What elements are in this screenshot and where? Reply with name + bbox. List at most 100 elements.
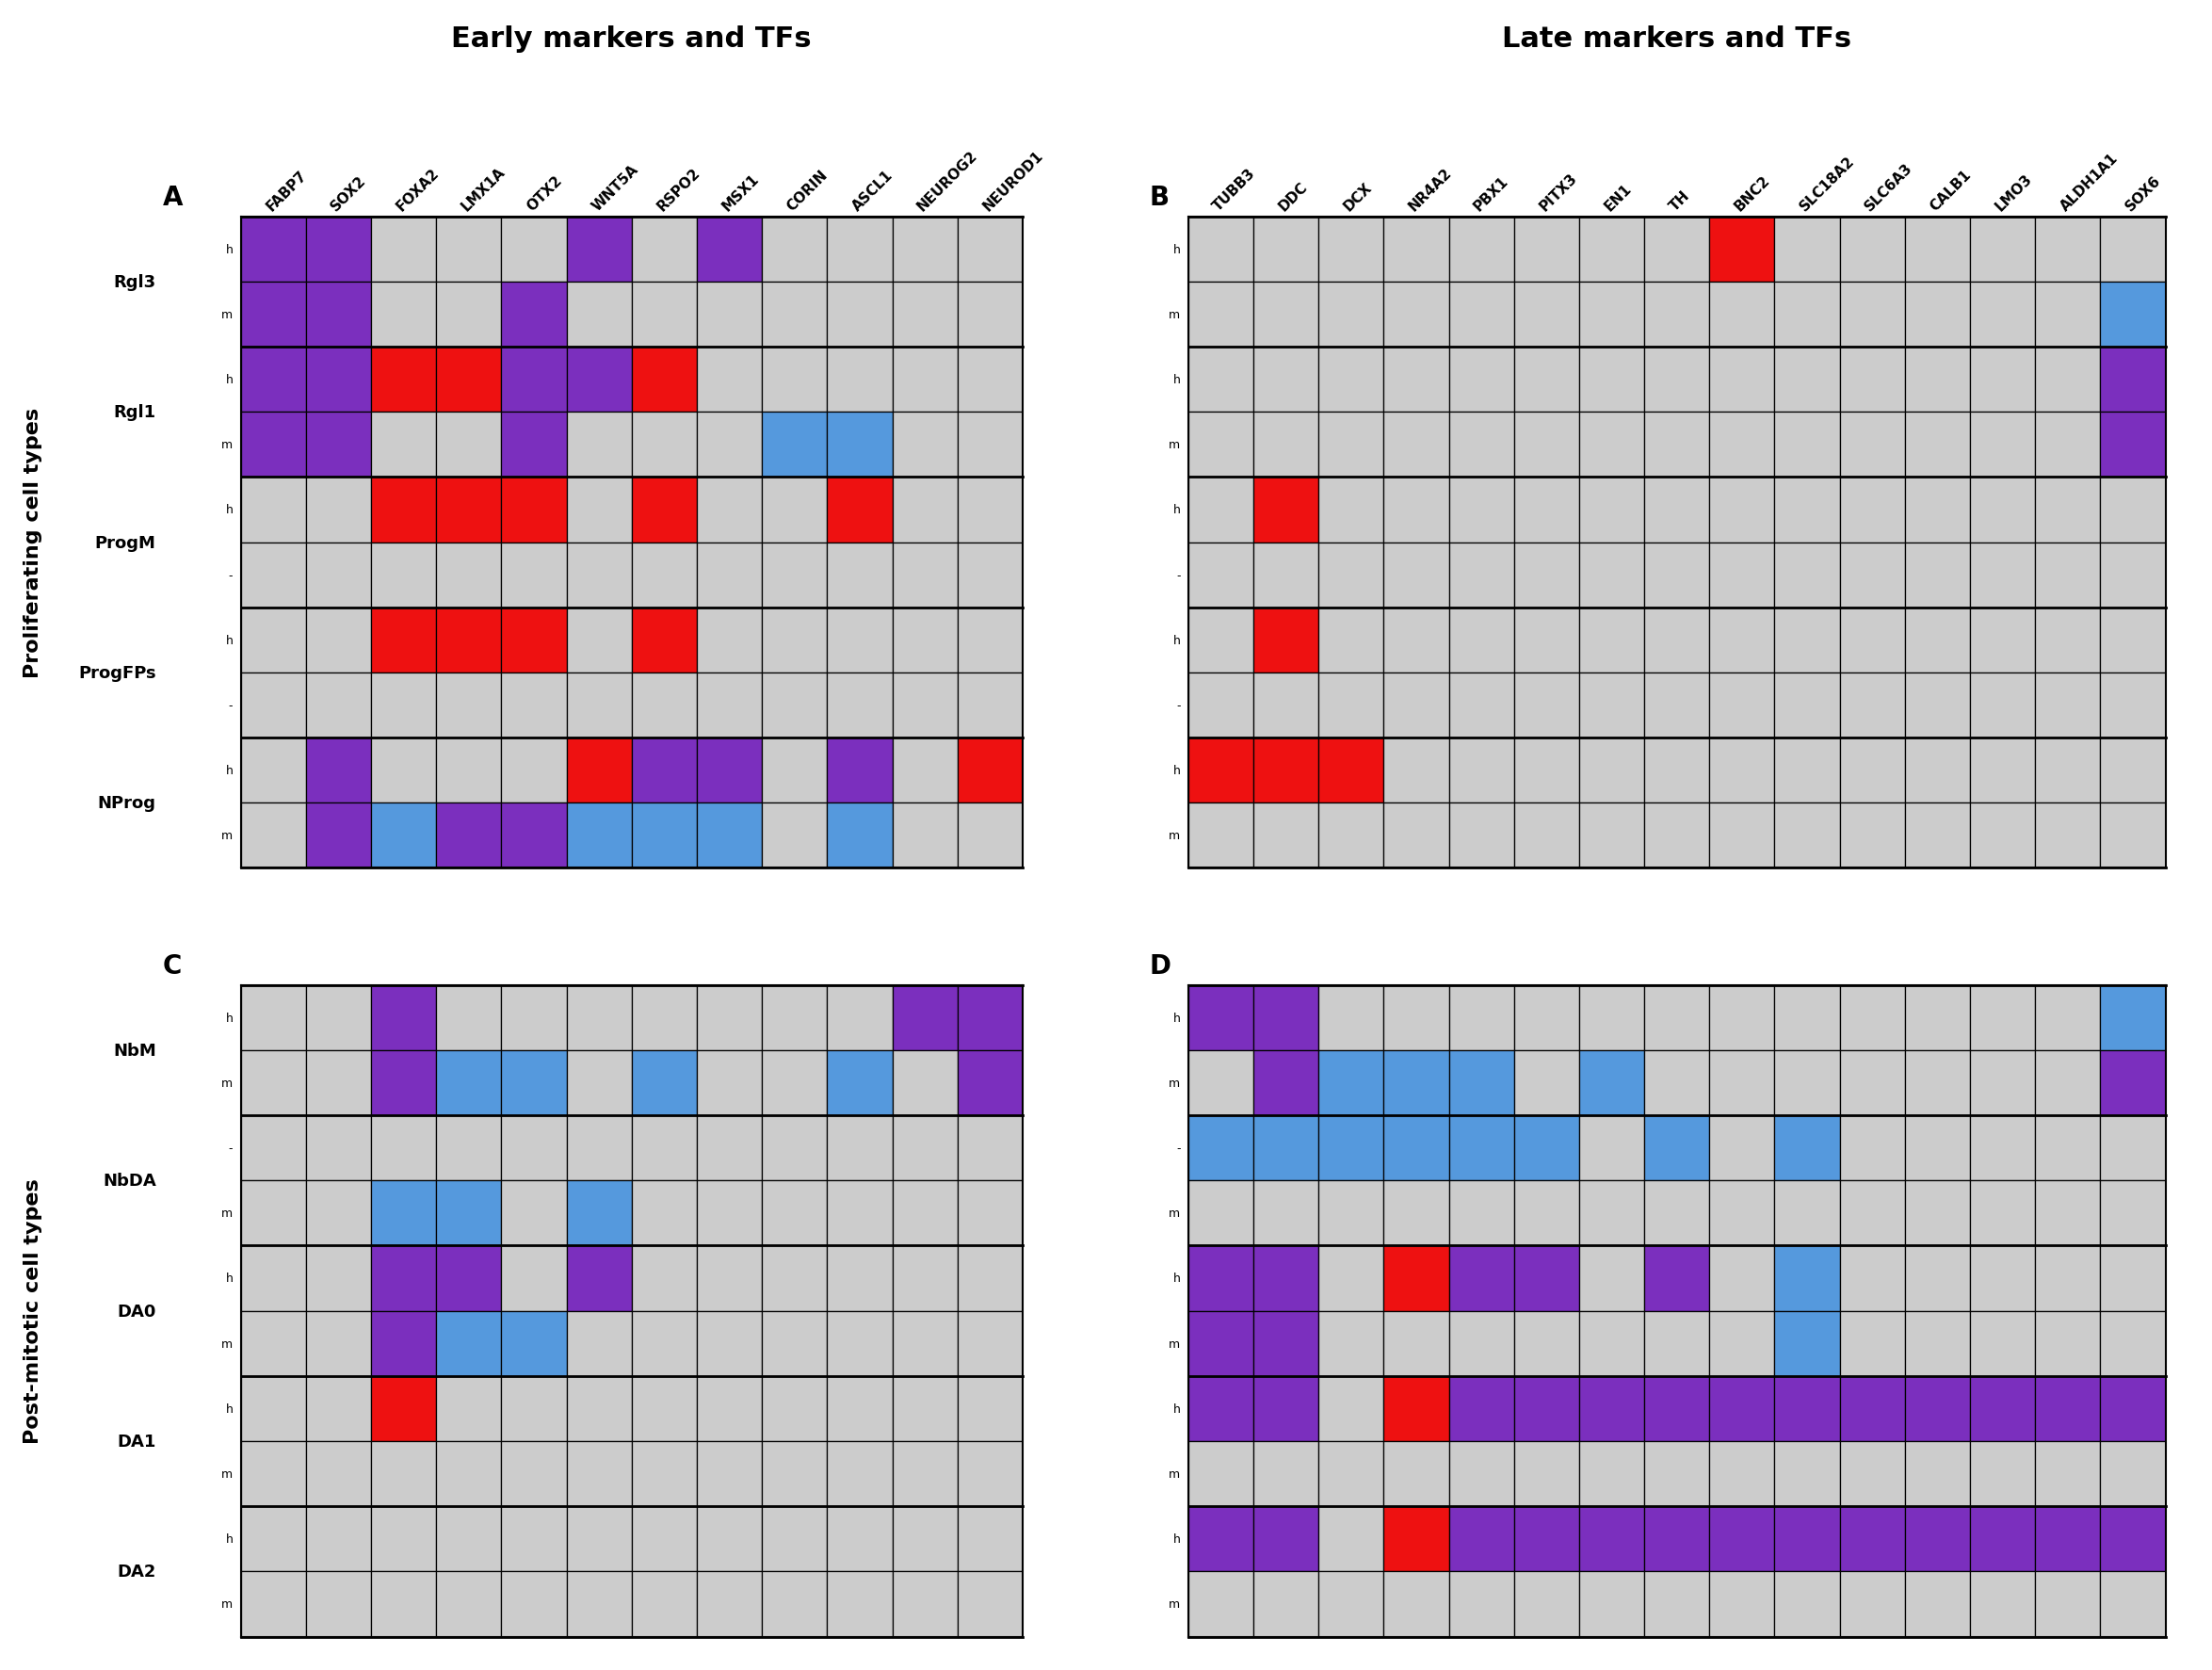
Text: DA1: DA1 bbox=[117, 1433, 157, 1450]
Bar bbox=[1254, 1246, 1318, 1311]
Bar bbox=[2035, 985, 2101, 1050]
Bar bbox=[1710, 282, 1774, 347]
Text: h: h bbox=[226, 765, 232, 777]
Bar bbox=[697, 1376, 761, 1441]
Bar bbox=[1385, 608, 1449, 673]
Bar bbox=[502, 985, 566, 1050]
Bar bbox=[1188, 673, 1254, 738]
Bar bbox=[1774, 478, 1840, 543]
Bar bbox=[1840, 985, 1905, 1050]
Bar bbox=[1840, 673, 1905, 738]
Bar bbox=[1644, 412, 1710, 478]
Bar bbox=[1318, 1246, 1385, 1311]
Bar bbox=[1579, 1246, 1644, 1311]
Bar bbox=[2035, 1246, 2101, 1311]
Text: DA2: DA2 bbox=[117, 1563, 157, 1580]
Bar bbox=[891, 1050, 958, 1116]
Bar bbox=[2101, 1246, 2166, 1311]
Text: h: h bbox=[1172, 765, 1181, 777]
Bar bbox=[241, 1506, 305, 1571]
Bar bbox=[1318, 1311, 1385, 1376]
Bar bbox=[1774, 217, 1840, 282]
Bar bbox=[372, 543, 436, 608]
Bar bbox=[633, 673, 697, 738]
Bar bbox=[1644, 1181, 1710, 1246]
Bar bbox=[1449, 1246, 1513, 1311]
Bar bbox=[1579, 217, 1644, 282]
Bar bbox=[1385, 1311, 1449, 1376]
Bar bbox=[372, 1506, 436, 1571]
Bar bbox=[1513, 1506, 1579, 1571]
Text: m: m bbox=[221, 1338, 232, 1349]
Text: Rgl1: Rgl1 bbox=[113, 404, 157, 421]
Bar bbox=[502, 347, 566, 412]
Text: m: m bbox=[221, 830, 232, 842]
Bar bbox=[2101, 347, 2166, 412]
Bar bbox=[305, 1441, 372, 1506]
Bar bbox=[1579, 1441, 1644, 1506]
Bar bbox=[761, 478, 827, 543]
Bar bbox=[891, 673, 958, 738]
Bar bbox=[1449, 412, 1513, 478]
Bar bbox=[1840, 1506, 1905, 1571]
Bar bbox=[1774, 1506, 1840, 1571]
Bar bbox=[566, 1571, 633, 1637]
Bar bbox=[1318, 478, 1385, 543]
Bar bbox=[633, 217, 697, 282]
Bar bbox=[1513, 1116, 1579, 1181]
Bar bbox=[1971, 803, 2035, 868]
Text: h: h bbox=[1172, 635, 1181, 646]
Bar bbox=[1188, 1181, 1254, 1246]
Bar bbox=[1971, 985, 2035, 1050]
Bar bbox=[1774, 282, 1840, 347]
Bar bbox=[958, 412, 1022, 478]
Bar bbox=[1644, 347, 1710, 412]
Bar bbox=[305, 347, 372, 412]
Bar bbox=[436, 282, 502, 347]
Bar bbox=[305, 1376, 372, 1441]
Bar bbox=[958, 1311, 1022, 1376]
Bar bbox=[1385, 543, 1449, 608]
Bar bbox=[1188, 282, 1254, 347]
Text: m: m bbox=[1168, 439, 1181, 451]
Bar bbox=[1188, 347, 1254, 412]
Bar bbox=[1710, 478, 1774, 543]
Bar bbox=[827, 282, 891, 347]
Bar bbox=[1971, 1441, 2035, 1506]
Bar bbox=[891, 738, 958, 803]
Bar bbox=[1644, 217, 1710, 282]
Bar bbox=[566, 608, 633, 673]
Text: m: m bbox=[221, 1598, 232, 1610]
Bar bbox=[1385, 282, 1449, 347]
Bar bbox=[1710, 543, 1774, 608]
Bar bbox=[1188, 1311, 1254, 1376]
Bar bbox=[891, 217, 958, 282]
Bar bbox=[1385, 1376, 1449, 1441]
Bar bbox=[2035, 412, 2101, 478]
Bar bbox=[1905, 1376, 1971, 1441]
Bar bbox=[1254, 1376, 1318, 1441]
Bar bbox=[305, 985, 372, 1050]
Bar bbox=[436, 1181, 502, 1246]
Bar bbox=[1513, 1376, 1579, 1441]
Bar bbox=[372, 1571, 436, 1637]
Bar bbox=[1644, 803, 1710, 868]
Bar bbox=[1840, 803, 1905, 868]
Bar bbox=[1385, 412, 1449, 478]
Bar bbox=[1318, 803, 1385, 868]
Bar bbox=[372, 347, 436, 412]
Bar bbox=[305, 1246, 372, 1311]
Bar bbox=[891, 1506, 958, 1571]
Bar bbox=[958, 347, 1022, 412]
Bar bbox=[697, 347, 761, 412]
Text: WNT5A: WNT5A bbox=[588, 162, 641, 214]
Bar bbox=[1318, 985, 1385, 1050]
Text: Rgl3: Rgl3 bbox=[113, 274, 157, 291]
Bar bbox=[1318, 347, 1385, 412]
Bar bbox=[1254, 608, 1318, 673]
Bar bbox=[502, 543, 566, 608]
Text: TH: TH bbox=[1668, 189, 1692, 214]
Bar bbox=[502, 608, 566, 673]
Bar bbox=[241, 985, 305, 1050]
Bar bbox=[697, 1311, 761, 1376]
